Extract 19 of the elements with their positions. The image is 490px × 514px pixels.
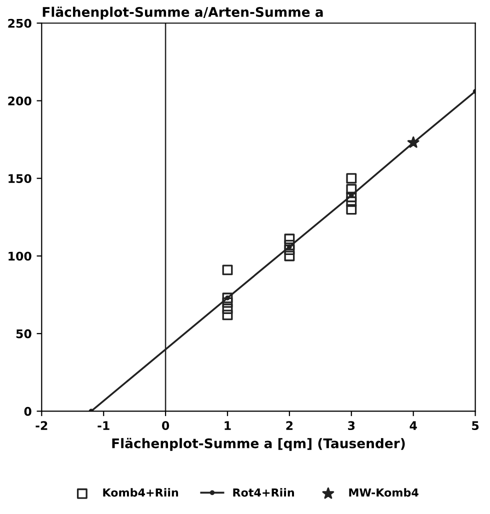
y-tick-label: 50 bbox=[16, 329, 32, 338]
x-tick-label: 5 bbox=[472, 421, 479, 430]
x-tick-label: 2 bbox=[286, 421, 293, 430]
x-tick-label: 3 bbox=[348, 421, 355, 430]
legend-label: MW-Komb4 bbox=[349, 488, 418, 497]
y-tick-label: 250 bbox=[8, 18, 32, 28]
x-axis-title: Flächenplot-Summe a [qm] (Tausender) bbox=[112, 438, 405, 451]
y-tick-label: 200 bbox=[8, 96, 32, 106]
y-tick-label: 150 bbox=[8, 174, 32, 184]
x-tick-label: 4 bbox=[410, 421, 417, 430]
y-tick-label: 100 bbox=[8, 252, 32, 261]
chart-title: Flächenplot-Summe a/Arten-Summe a bbox=[42, 6, 323, 20]
x-tick-label: 0 bbox=[162, 421, 170, 430]
legend-label: Rot4+Riin bbox=[233, 488, 294, 497]
y-tick-label: 0 bbox=[24, 406, 32, 416]
x-tick-label: 1 bbox=[224, 421, 231, 430]
x-tick-label: -2 bbox=[36, 421, 48, 430]
legend-label: Komb4+Riin bbox=[103, 488, 178, 497]
x-tick-label: -1 bbox=[98, 421, 110, 430]
